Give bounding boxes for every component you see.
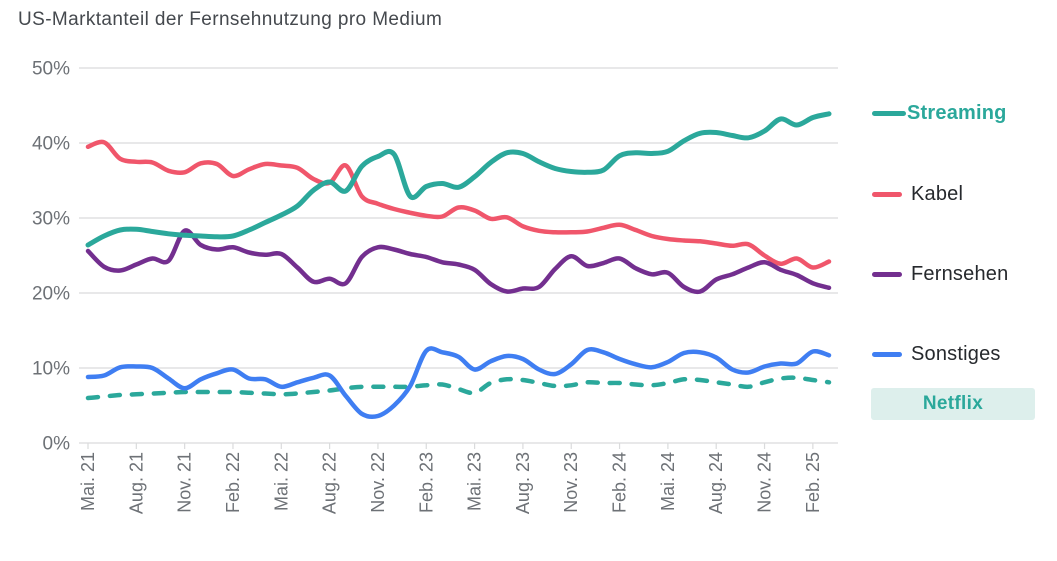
legend-label-streaming: Streaming [907,101,1007,124]
y-axis-label: 40% [32,134,70,155]
y-axis-label: 30% [32,209,70,230]
kabel-line-swatch [872,191,902,197]
legend-label-sonstiges: Sonstiges [911,342,1001,365]
y-axis-label: 20% [32,284,70,305]
x-axis-label: Nov. 24 [755,452,775,513]
streaming-line-swatch [872,110,906,116]
y-axis-label: 50% [32,59,70,80]
x-axis-label: Mai. 23 [465,452,485,511]
x-axis-label: Aug. 21 [126,452,146,514]
legend-item-kabel[interactable]: Kabel [872,181,963,207]
legend-item-fernsehen[interactable]: Fernsehen [872,261,1008,287]
x-axis-label: Mai. 24 [658,452,678,511]
series-line-fernsehen [85,228,832,295]
x-axis-label: Feb. 22 [223,452,243,513]
legend-item-streaming[interactable]: Streaming [872,100,1007,126]
x-axis-label: Nov. 22 [368,452,388,513]
series-line-streaming [85,111,832,248]
chart-title: US-Marktanteil der Fernsehnutzung pro Me… [18,9,443,30]
series-line-netflix [85,375,832,401]
x-axis-label: Nov. 23 [561,452,581,513]
y-axis-label: 10% [32,359,70,380]
x-axis-label: Aug. 22 [320,452,340,514]
legend-label-netflix: Netflix [922,393,984,414]
x-axis-label: Nov. 21 [175,452,195,513]
series-line-kabel [85,139,832,270]
x-axis-label: Aug. 23 [513,452,533,514]
sonstiges-line-swatch [872,351,902,357]
x-axis-label: Feb. 24 [610,452,630,513]
x-axis-label: Feb. 23 [416,452,436,513]
x-axis-label: Aug. 24 [706,452,726,514]
x-axis-label: Mai. 22 [271,452,291,511]
legend-label-kabel: Kabel [911,182,964,205]
x-axis-label: Feb. 25 [803,452,823,513]
fernsehen-line-swatch [872,271,902,277]
legend-label-fernsehen: Fernsehen [911,262,1009,285]
netflix-badge[interactable]: Netflix [871,388,1035,420]
series-line-sonstiges [85,346,832,420]
x-axis-label: Mai. 21 [78,452,98,511]
y-axis-label: 0% [43,434,71,455]
legend-item-sonstiges[interactable]: Sonstiges [872,341,1001,367]
